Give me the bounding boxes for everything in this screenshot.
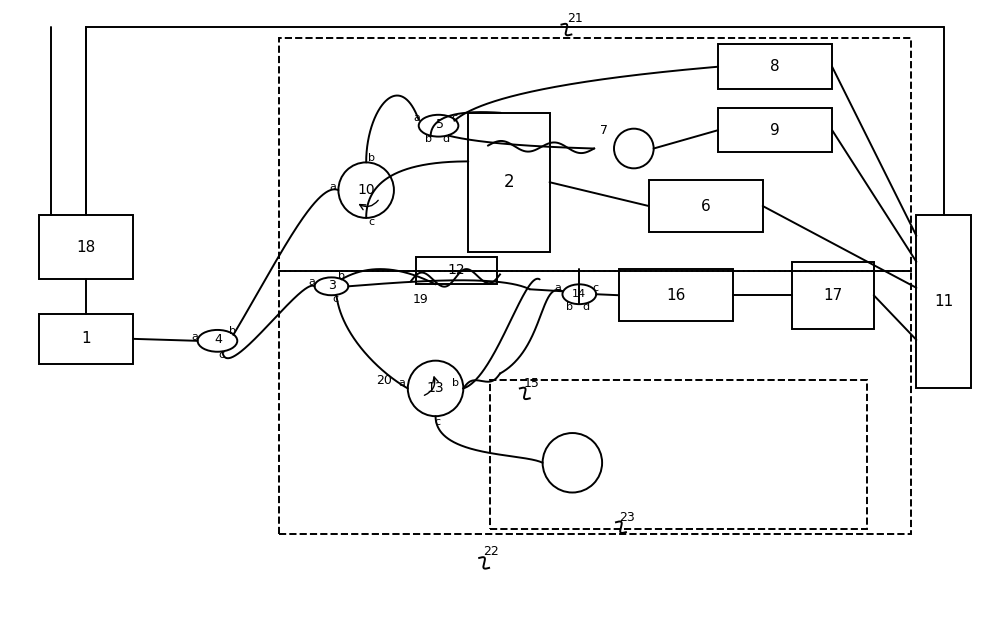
- Text: 18: 18: [76, 240, 96, 254]
- Text: c: c: [592, 283, 598, 293]
- Bar: [792, 261, 874, 329]
- Text: c: c: [434, 417, 441, 427]
- Text: 14: 14: [572, 289, 586, 299]
- Text: b: b: [425, 133, 432, 144]
- Bar: [468, 113, 550, 252]
- Text: b: b: [566, 302, 573, 312]
- Text: c: c: [332, 294, 338, 304]
- Bar: [39, 314, 133, 364]
- Bar: [916, 215, 971, 388]
- Bar: [279, 39, 911, 271]
- Text: a: a: [191, 332, 198, 342]
- Bar: [649, 180, 763, 232]
- Text: 22: 22: [483, 545, 499, 558]
- Text: 13: 13: [427, 381, 444, 395]
- Bar: [416, 256, 497, 285]
- Text: d: d: [442, 133, 449, 144]
- Text: 17: 17: [823, 288, 843, 303]
- Text: 9: 9: [770, 122, 780, 138]
- Bar: [718, 108, 832, 153]
- Text: 3: 3: [329, 279, 336, 292]
- Text: b: b: [229, 326, 236, 336]
- Text: b: b: [452, 379, 459, 388]
- Text: 7: 7: [600, 124, 608, 137]
- Text: d: d: [583, 302, 590, 312]
- Text: 11: 11: [934, 294, 953, 309]
- Bar: [490, 381, 867, 529]
- Bar: [718, 44, 832, 89]
- Text: 5: 5: [436, 118, 444, 131]
- Bar: [39, 215, 133, 279]
- Text: b: b: [368, 153, 375, 164]
- Text: a: a: [554, 283, 561, 293]
- Text: 15: 15: [524, 377, 540, 390]
- Text: 10: 10: [357, 183, 375, 197]
- Text: a: a: [308, 278, 315, 287]
- Bar: [279, 271, 911, 534]
- Text: a: a: [329, 182, 336, 192]
- Text: 21: 21: [567, 12, 583, 25]
- Text: c: c: [368, 217, 374, 227]
- Bar: [619, 269, 733, 321]
- Text: 1: 1: [81, 332, 91, 346]
- Text: 19: 19: [413, 293, 429, 306]
- Text: 4: 4: [215, 334, 222, 346]
- Text: c: c: [451, 113, 457, 123]
- Text: 6: 6: [701, 198, 711, 214]
- Text: 20: 20: [376, 374, 392, 387]
- Text: 12: 12: [448, 263, 465, 278]
- Text: b: b: [338, 271, 345, 281]
- Text: 23: 23: [619, 511, 635, 524]
- Text: a: a: [398, 379, 405, 388]
- Text: 16: 16: [666, 288, 686, 303]
- Text: a: a: [413, 113, 420, 123]
- Text: c: c: [218, 350, 224, 360]
- Text: 8: 8: [770, 59, 780, 74]
- Text: 2: 2: [504, 173, 514, 191]
